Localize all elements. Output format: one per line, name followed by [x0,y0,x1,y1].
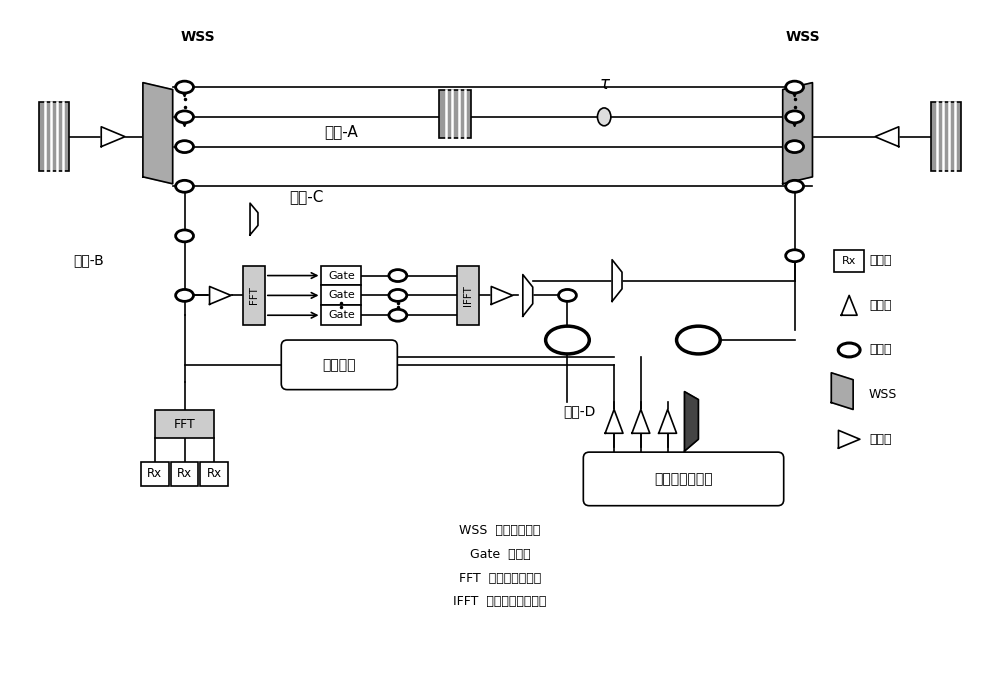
Polygon shape [685,392,698,451]
Text: FFT  快速傅里叶变换: FFT 快速傅里叶变换 [459,571,541,584]
Ellipse shape [176,81,193,93]
FancyBboxPatch shape [141,462,169,486]
Text: WSS: WSS [785,30,820,44]
Polygon shape [491,286,513,304]
Ellipse shape [786,250,804,262]
Ellipse shape [559,289,576,302]
Ellipse shape [786,111,804,123]
FancyBboxPatch shape [321,305,361,325]
Polygon shape [210,286,231,304]
Ellipse shape [786,81,804,93]
Ellipse shape [176,230,193,241]
Ellipse shape [786,141,804,152]
Text: WSS: WSS [869,388,897,401]
Text: 时钟恢复: 时钟恢复 [323,358,356,372]
Ellipse shape [597,108,611,126]
Text: Rx: Rx [147,467,162,480]
Ellipse shape [546,326,589,354]
Text: WSS  波长选择开关: WSS 波长选择开关 [459,524,541,537]
Ellipse shape [176,141,193,152]
Text: 接收机: 接收机 [869,254,892,267]
Text: 分枝-B: 分枝-B [73,254,104,268]
Text: IFFT  快速傅里叶反变换: IFFT 快速傅里叶反变换 [453,595,547,609]
FancyBboxPatch shape [39,102,69,171]
FancyBboxPatch shape [931,102,961,171]
Text: 发射机: 发射机 [869,299,892,312]
Text: 载波提取和锁相: 载波提取和锁相 [654,472,713,486]
FancyBboxPatch shape [583,452,784,506]
Ellipse shape [176,111,193,123]
Text: 放大器: 放大器 [869,433,892,446]
Polygon shape [612,259,622,302]
Text: FFT: FFT [249,286,259,304]
Ellipse shape [786,180,804,193]
Polygon shape [841,295,857,315]
Text: Gate: Gate [328,310,355,320]
Ellipse shape [389,309,407,321]
FancyBboxPatch shape [457,266,479,325]
Text: 分枝-C: 分枝-C [289,188,324,204]
Text: Gate: Gate [328,270,355,281]
Text: Rx: Rx [842,256,856,266]
Polygon shape [659,409,677,433]
FancyBboxPatch shape [200,462,228,486]
Polygon shape [632,409,650,433]
Text: Gate  门电路: Gate 门电路 [470,548,530,561]
Polygon shape [838,431,860,448]
Ellipse shape [838,343,860,357]
FancyBboxPatch shape [321,266,361,286]
Ellipse shape [176,180,193,193]
Polygon shape [605,409,623,433]
Polygon shape [831,373,853,409]
Ellipse shape [176,289,193,302]
Ellipse shape [677,326,720,354]
Text: FFT: FFT [174,418,195,431]
Polygon shape [250,203,258,235]
Polygon shape [783,83,812,184]
FancyBboxPatch shape [321,286,361,305]
Text: Gate: Gate [328,290,355,300]
Text: 分枝-A: 分枝-A [324,124,358,139]
Polygon shape [143,83,173,184]
Text: 分枝-D: 分枝-D [563,404,596,418]
Text: Rx: Rx [177,467,192,480]
Text: Rx: Rx [207,467,222,480]
FancyBboxPatch shape [243,266,265,325]
Polygon shape [101,127,125,146]
Polygon shape [875,127,899,146]
Polygon shape [523,275,533,316]
FancyBboxPatch shape [281,340,397,390]
Text: WSS: WSS [180,30,215,44]
FancyBboxPatch shape [834,250,864,272]
FancyBboxPatch shape [439,90,471,138]
Text: τ: τ [599,75,609,93]
Ellipse shape [389,270,407,282]
Ellipse shape [389,289,407,302]
Text: IFFT: IFFT [463,285,473,306]
FancyBboxPatch shape [171,462,198,486]
FancyBboxPatch shape [155,411,214,438]
Text: 分光器: 分光器 [869,344,892,357]
